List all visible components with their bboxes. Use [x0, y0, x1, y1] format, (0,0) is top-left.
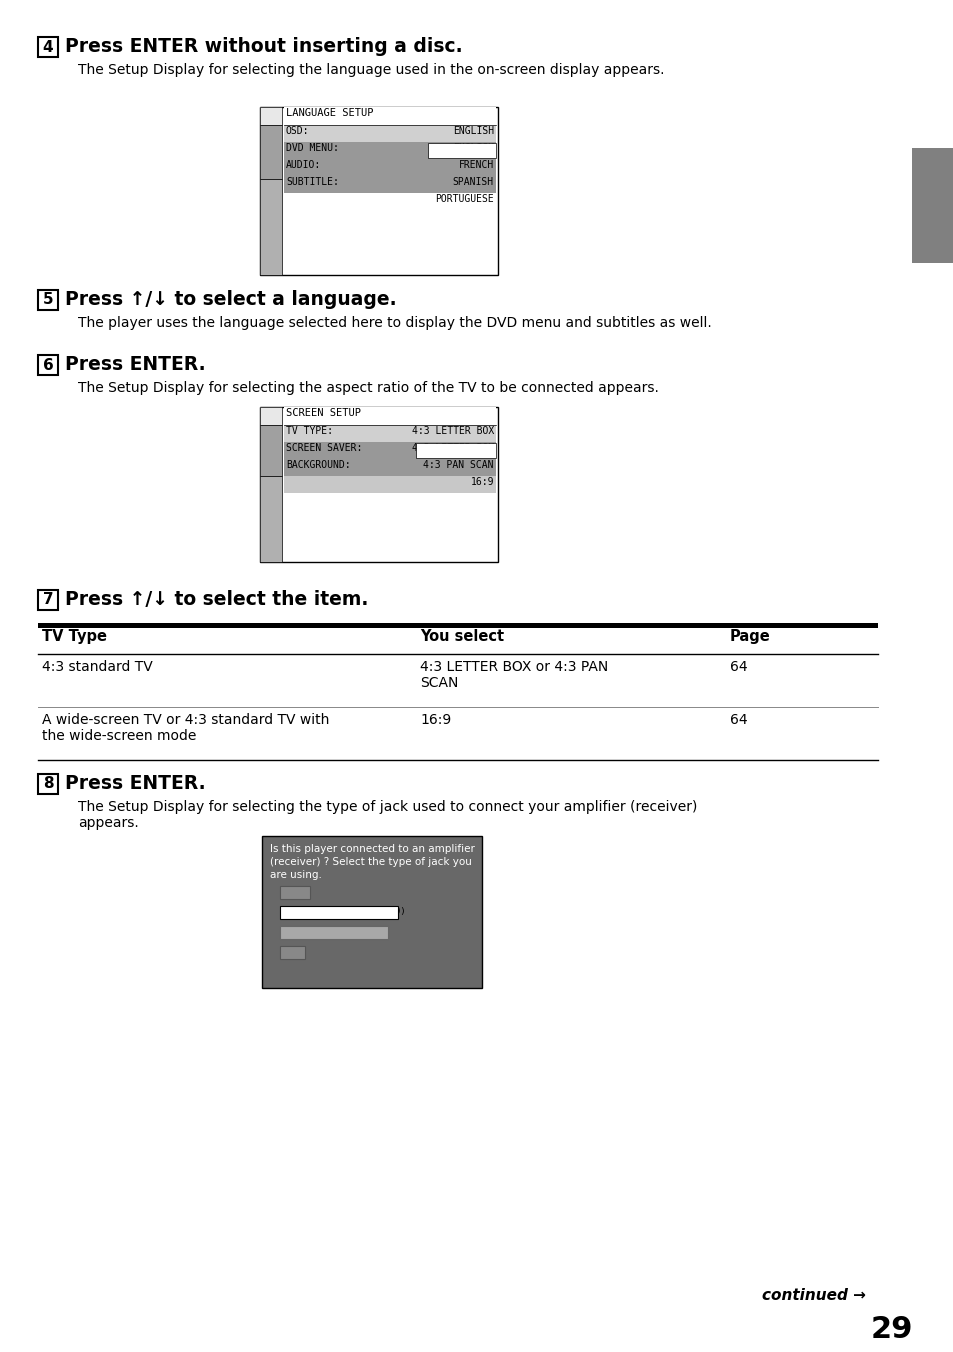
Bar [38, 708, 877, 760]
Text: The player uses the language selected here to display the DVD menu and subtitles: The player uses the language selected he… [78, 316, 711, 330]
Text: Press ↑/↓ to select a language.: Press ↑/↓ to select a language. [65, 289, 396, 310]
Bar [284, 476, 496, 493]
Text: AUDIO:: AUDIO: [286, 160, 321, 170]
Text: Press ↑/↓ to select the item.: Press ↑/↓ to select the item. [65, 589, 368, 608]
Bar [260, 407, 497, 562]
Text: DIGITAL OUTPUT: DIGITAL OUTPUT [282, 927, 356, 936]
Text: YES: YES [287, 887, 303, 896]
Text: SUBTITLE:: SUBTITLE: [286, 177, 338, 187]
Text: TV Type: TV Type [42, 629, 107, 644]
Bar [260, 178, 282, 274]
Bar [428, 143, 496, 158]
Bar [38, 356, 58, 375]
Text: TV TYPE:: TV TYPE: [286, 426, 333, 435]
Bar [284, 124, 496, 142]
Bar [38, 627, 877, 654]
Text: (receiver) ? Select the type of jack you: (receiver) ? Select the type of jack you [270, 857, 472, 867]
Text: 4:3 LETTER BOX: 4:3 LETTER BOX [412, 443, 494, 453]
Bar [260, 407, 282, 425]
Text: 4: 4 [43, 39, 53, 54]
Text: are using.: are using. [270, 869, 321, 880]
Bar [260, 107, 497, 274]
Bar [280, 906, 397, 919]
Bar [280, 946, 305, 959]
Text: The Setup Display for selecting the type of jack used to connect your amplifier : The Setup Display for selecting the type… [78, 800, 697, 814]
Text: ENGLISH: ENGLISH [453, 143, 494, 153]
Bar [911, 147, 953, 264]
Text: LINE OUTPUT L/R (AUDIO): LINE OUTPUT L/R (AUDIO) [282, 907, 405, 917]
Text: 4:3 PAN SCAN: 4:3 PAN SCAN [423, 460, 494, 470]
Bar [284, 107, 496, 124]
Text: Is this player connected to an amplifier: Is this player connected to an amplifier [270, 844, 475, 854]
Bar [284, 160, 496, 176]
Bar [280, 926, 388, 940]
Text: DVD MENU:: DVD MENU: [286, 143, 338, 153]
Bar [260, 107, 282, 124]
Text: 6: 6 [43, 357, 53, 373]
Bar [260, 425, 282, 476]
Bar [260, 407, 282, 562]
Bar [416, 443, 496, 458]
Text: NO: NO [287, 946, 297, 956]
Text: SCREEN SAVER:: SCREEN SAVER: [286, 443, 362, 453]
Bar [284, 407, 496, 425]
Text: BACKGROUND:: BACKGROUND: [286, 460, 351, 470]
Text: FRENCH: FRENCH [458, 160, 494, 170]
Text: The Setup Display for selecting the language used in the on-screen display appea: The Setup Display for selecting the lang… [78, 64, 664, 77]
Bar [38, 654, 877, 707]
Text: 7: 7 [43, 592, 53, 607]
Text: LANGUAGE SETUP: LANGUAGE SETUP [286, 108, 374, 118]
Text: Press ENTER.: Press ENTER. [65, 356, 206, 375]
Bar [284, 458, 496, 476]
Text: The Setup Display for selecting the aspect ratio of the TV to be connected appea: The Setup Display for selecting the aspe… [78, 381, 659, 395]
Text: SPANISH: SPANISH [453, 177, 494, 187]
Bar [260, 107, 282, 274]
Bar [284, 193, 496, 210]
Text: OSD:: OSD: [286, 126, 309, 137]
Text: You select: You select [419, 629, 503, 644]
Bar [280, 886, 310, 899]
Bar [284, 176, 496, 193]
Text: 64: 64 [729, 713, 747, 727]
Bar [38, 37, 58, 57]
Text: 16:9: 16:9 [470, 477, 494, 487]
Bar [262, 836, 481, 988]
Text: Press ENTER.: Press ENTER. [65, 773, 206, 794]
Bar [38, 773, 58, 794]
Text: A wide-screen TV or 4:3 standard TV with
the wide-screen mode: A wide-screen TV or 4:3 standard TV with… [42, 713, 329, 744]
Bar [38, 289, 58, 310]
Text: SCREEN SETUP: SCREEN SETUP [286, 408, 360, 418]
Bar [38, 589, 58, 610]
Bar [260, 124, 282, 178]
Text: ENGLISH: ENGLISH [453, 126, 494, 137]
Bar [38, 623, 877, 627]
Text: 16:9: 16:9 [419, 713, 451, 727]
Text: 64: 64 [729, 660, 747, 675]
Bar [284, 142, 496, 160]
Text: 29: 29 [870, 1315, 912, 1344]
Bar [260, 476, 282, 562]
Bar [284, 425, 496, 442]
Text: Page: Page [729, 629, 770, 644]
Text: 4:3 LETTER BOX: 4:3 LETTER BOX [412, 426, 494, 435]
Text: continued →: continued → [761, 1288, 865, 1303]
Bar [284, 442, 496, 458]
Text: 8: 8 [43, 776, 53, 791]
Text: appears.: appears. [78, 817, 138, 830]
Text: 5: 5 [43, 292, 53, 307]
Text: PORTUGUESE: PORTUGUESE [435, 193, 494, 204]
Text: 4:3 standard TV: 4:3 standard TV [42, 660, 152, 675]
Text: 4:3 LETTER BOX or 4:3 PAN
SCAN: 4:3 LETTER BOX or 4:3 PAN SCAN [419, 660, 608, 691]
Text: Press ENTER without inserting a disc.: Press ENTER without inserting a disc. [65, 37, 462, 55]
